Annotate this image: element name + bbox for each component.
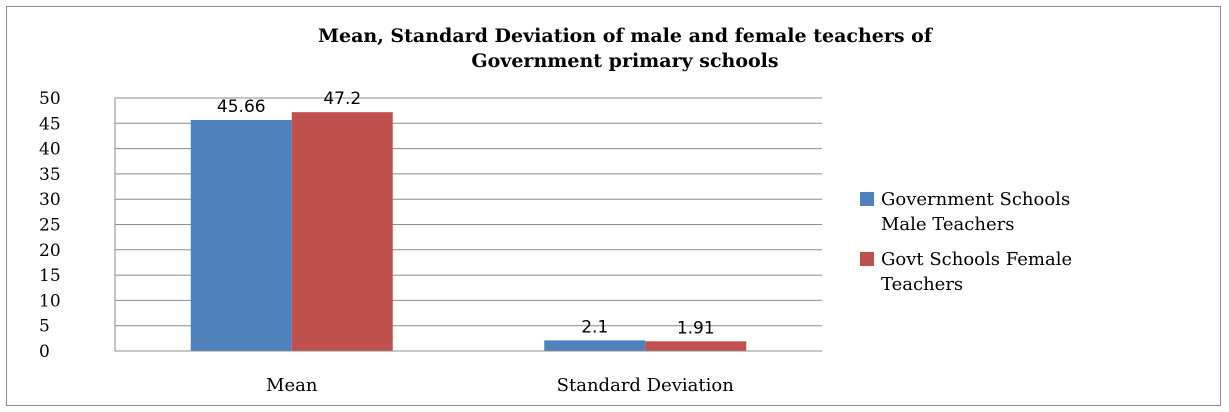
legend-label-female-line-2: Teachers bbox=[881, 274, 963, 295]
y-axis-tick-labels: 0 5 10 15 20 25 30 35 40 45 50 bbox=[39, 89, 61, 362]
data-labels: 45.66 47.2 2.1 1.91 bbox=[217, 89, 715, 338]
legend-swatch-female bbox=[860, 252, 874, 266]
y-tick-label: 35 bbox=[39, 165, 61, 185]
y-tick-label: 50 bbox=[39, 89, 61, 109]
legend-swatch-male bbox=[860, 192, 874, 206]
y-tick-label: 5 bbox=[39, 317, 50, 337]
x-axis-category-labels: Mean Standard Deviation bbox=[266, 375, 734, 396]
bar-chart: Mean, Standard Deviation of male and fem… bbox=[39, 25, 1072, 396]
x-category-label: Mean bbox=[266, 375, 318, 396]
legend-label-male-line-1: Government Schools bbox=[881, 189, 1070, 210]
y-tick-label: 10 bbox=[39, 291, 61, 311]
bars bbox=[190, 112, 747, 351]
bar-female-mean bbox=[291, 112, 393, 351]
chart-title: Mean, Standard Deviation of male and fem… bbox=[318, 25, 934, 72]
data-label: 45.66 bbox=[217, 97, 266, 117]
y-tick-label: 20 bbox=[39, 241, 61, 261]
y-tick-label: 40 bbox=[39, 140, 61, 160]
bar-male-mean bbox=[190, 119, 292, 351]
bar-male-sd bbox=[544, 340, 646, 351]
chart-title-line-2: Government primary schools bbox=[471, 50, 778, 72]
bar-female-sd bbox=[645, 341, 747, 351]
legend: Government Schools Male Teachers Govt Sc… bbox=[860, 189, 1072, 295]
y-tick-label: 25 bbox=[39, 216, 61, 236]
data-label: 2.1 bbox=[581, 317, 608, 337]
y-tick-label: 45 bbox=[39, 114, 61, 134]
y-tick-label: 30 bbox=[39, 190, 61, 210]
axes bbox=[114, 98, 822, 352]
y-tick-label: 15 bbox=[39, 266, 61, 286]
data-label: 47.2 bbox=[323, 89, 361, 109]
chart-frame: Mean, Standard Deviation of male and fem… bbox=[6, 6, 1221, 406]
legend-label-male-line-2: Male Teachers bbox=[881, 214, 1014, 235]
data-label: 1.91 bbox=[677, 318, 715, 338]
chart-title-line-1: Mean, Standard Deviation of male and fem… bbox=[318, 25, 934, 47]
x-category-label: Standard Deviation bbox=[557, 375, 735, 396]
legend-label-female-line-1: Govt Schools Female bbox=[881, 249, 1072, 270]
y-tick-label: 0 bbox=[39, 342, 50, 362]
